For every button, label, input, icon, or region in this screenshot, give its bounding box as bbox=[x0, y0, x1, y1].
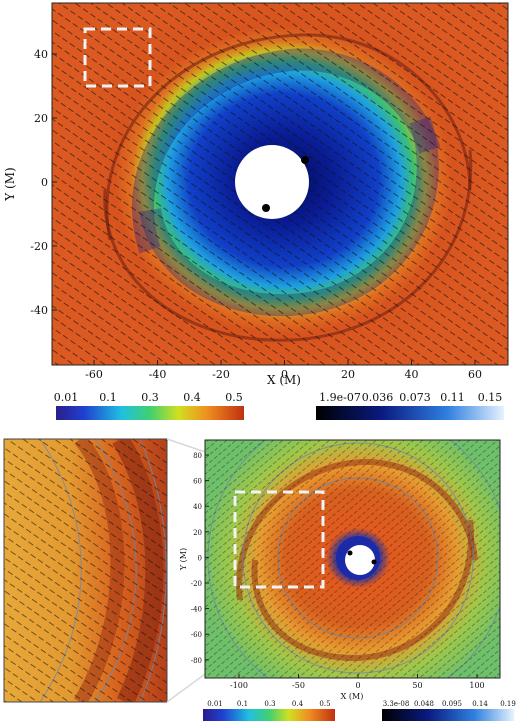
bottom-y-tick-label: -80 bbox=[191, 657, 202, 665]
colorbar-tick-label: 0.4 bbox=[292, 700, 304, 708]
colorbar-tick-label: 0.3 bbox=[141, 391, 159, 404]
top-plot-frame bbox=[51, 2, 509, 366]
top-y-tick-label: 40 bbox=[34, 48, 48, 61]
bottom-x-tick-label: 0 bbox=[355, 681, 360, 690]
top-x-tick-label: -40 bbox=[149, 368, 167, 381]
top-x-tick-label: -60 bbox=[85, 368, 103, 381]
black-hole-2-small bbox=[371, 559, 377, 565]
colorbar-tick-label: 0.14 bbox=[472, 700, 488, 708]
bottom-y-tick-label: 0 bbox=[198, 554, 202, 562]
top-y-ticks: 40 20 0 -20 -40 bbox=[30, 48, 57, 317]
colorbar-tick-label: 0.15 bbox=[478, 391, 503, 404]
top-x-tick-label: -20 bbox=[212, 368, 230, 381]
colorbar-tick-label: 0.4 bbox=[183, 391, 201, 404]
colorbar-tick-label: 0.5 bbox=[319, 700, 330, 708]
bottom-y-tick-label: -60 bbox=[191, 631, 202, 639]
bottom-x-ticks: -100 -50 0 50 100 bbox=[230, 674, 485, 690]
bottom-x-axis-label: X (M) bbox=[341, 692, 364, 701]
colorbar-tick-label: 3.3e-08 bbox=[383, 700, 410, 708]
colorbar-tick-label: 0.01 bbox=[207, 700, 223, 708]
top-x-tick-label: 20 bbox=[341, 368, 355, 381]
top-x-tick-label: 60 bbox=[468, 368, 482, 381]
colorbar-tick-label: 1.9e-07 bbox=[319, 391, 361, 404]
colorbar-tick-label: 0.095 bbox=[442, 700, 462, 708]
colorbar-tick-label: 0.11 bbox=[440, 391, 465, 404]
bottom-y-tick-label: 60 bbox=[193, 478, 202, 486]
colorbar-blue: 1.9e-07 0.036 0.073 0.11 0.15 bbox=[316, 391, 504, 420]
excised-region-small bbox=[345, 545, 375, 575]
colorbar-tick-label: 0.3 bbox=[264, 700, 275, 708]
zoom-box-top bbox=[83, 27, 152, 88]
bottom-x-tick-label: 50 bbox=[412, 681, 422, 690]
colorbar-blue-small: 3.3e-08 0.048 0.095 0.14 0.19 bbox=[382, 700, 516, 721]
bottom-plot-area bbox=[205, 440, 500, 678]
colorbar-tick-label: 0.1 bbox=[237, 700, 248, 708]
bottom-plot-frame bbox=[204, 439, 501, 679]
excised-region bbox=[235, 145, 309, 219]
top-y-tick-label: 0 bbox=[41, 176, 48, 189]
top-y-axis-label: Y (M) bbox=[3, 167, 17, 201]
bottom-y-tick-label: -20 bbox=[191, 580, 202, 588]
colorbar-tick-label: 0.5 bbox=[225, 391, 243, 404]
top-x-tick-label: 40 bbox=[405, 368, 419, 381]
bottom-y-tick-label: -40 bbox=[191, 606, 202, 614]
bottom-y-ticks: 80 60 40 20 0 -20 -40 -60 -80 bbox=[191, 452, 209, 665]
bottom-y-tick-label: 20 bbox=[193, 529, 202, 537]
colorbar-tick-label: 0.073 bbox=[399, 391, 431, 404]
top-x-axis-label: X (M) bbox=[267, 373, 301, 387]
top-y-tick-label: -40 bbox=[30, 304, 48, 317]
black-hole-1-small bbox=[347, 550, 353, 556]
colorbar-tick-label: 0.01 bbox=[54, 391, 79, 404]
bottom-y-tick-label: 80 bbox=[193, 452, 202, 460]
top-plot-area bbox=[52, 3, 508, 365]
colorbar-tick-label: 0.1 bbox=[99, 391, 117, 404]
colorbar-density: 0.01 0.1 0.3 0.4 0.5 bbox=[54, 391, 244, 420]
colorbar-tick-label: 0.19 bbox=[500, 700, 516, 708]
top-x-ticks: -60 -40 -20 0 20 40 60 bbox=[85, 360, 482, 381]
black-hole-1 bbox=[301, 156, 309, 164]
colorbar-tick-label: 0.048 bbox=[414, 700, 434, 708]
top-y-tick-label: 20 bbox=[34, 112, 48, 125]
zoom-inset bbox=[4, 439, 167, 702]
top-y-tick-label: -20 bbox=[30, 240, 48, 253]
zoom-box-bottom bbox=[233, 490, 325, 589]
bottom-x-tick-label: -50 bbox=[292, 681, 305, 690]
colorbar-tick-label: 0.036 bbox=[362, 391, 394, 404]
colorbar-density-small: 0.01 0.1 0.3 0.4 0.5 bbox=[203, 700, 335, 721]
bottom-x-tick-label: 100 bbox=[469, 681, 484, 690]
bottom-x-tick-label: -100 bbox=[230, 681, 248, 690]
bottom-y-tick-label: 40 bbox=[193, 503, 202, 511]
zoom-inset-frame bbox=[3, 438, 168, 703]
bottom-y-axis-label: Y (M) bbox=[179, 548, 188, 571]
black-hole-2 bbox=[262, 204, 270, 212]
top-x-tick-label: 0 bbox=[281, 368, 288, 381]
